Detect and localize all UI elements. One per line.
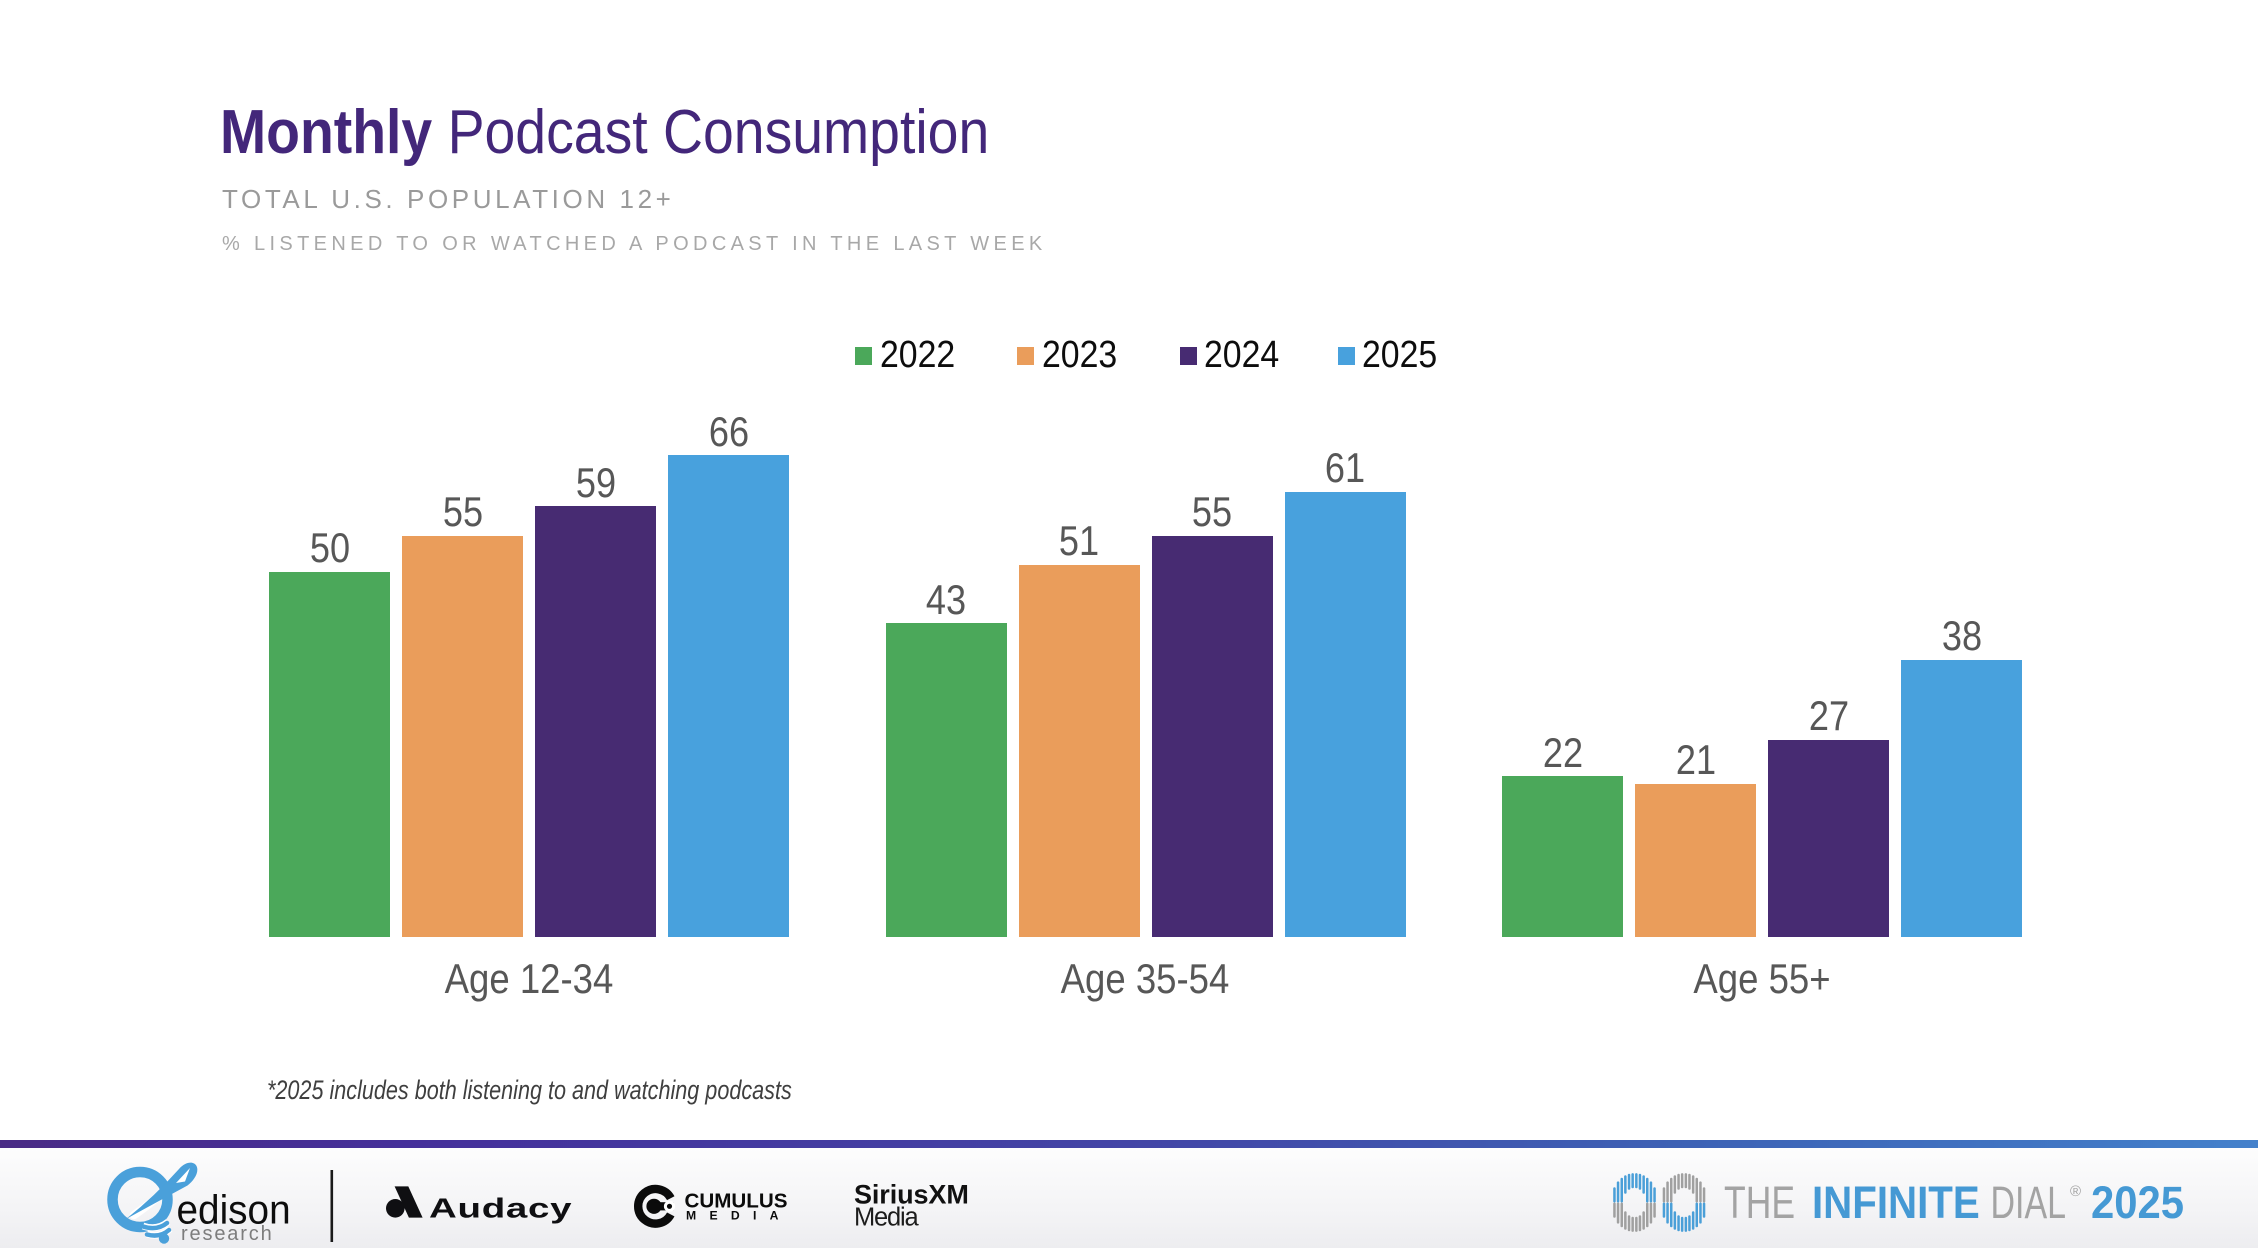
svg-text:®: ®	[2070, 1183, 2081, 1200]
svg-text:research: research	[181, 1223, 274, 1245]
svg-text:Media: Media	[854, 1204, 919, 1232]
svg-text:CUMULUS: CUMULUS	[685, 1189, 788, 1212]
svg-text:edison: edison	[177, 1188, 291, 1233]
svg-text:SiriusXM: SiriusXM	[854, 1180, 969, 1210]
svg-text:Audacy: Audacy	[429, 1194, 572, 1224]
svg-text:MEDIA: MEDIA	[686, 1209, 792, 1223]
svg-text:DIAL: DIAL	[1991, 1178, 2067, 1228]
svg-text:2025: 2025	[2091, 1179, 2184, 1229]
svg-text:INFINITE: INFINITE	[1812, 1178, 1980, 1229]
svg-text:THE: THE	[1724, 1177, 1795, 1228]
